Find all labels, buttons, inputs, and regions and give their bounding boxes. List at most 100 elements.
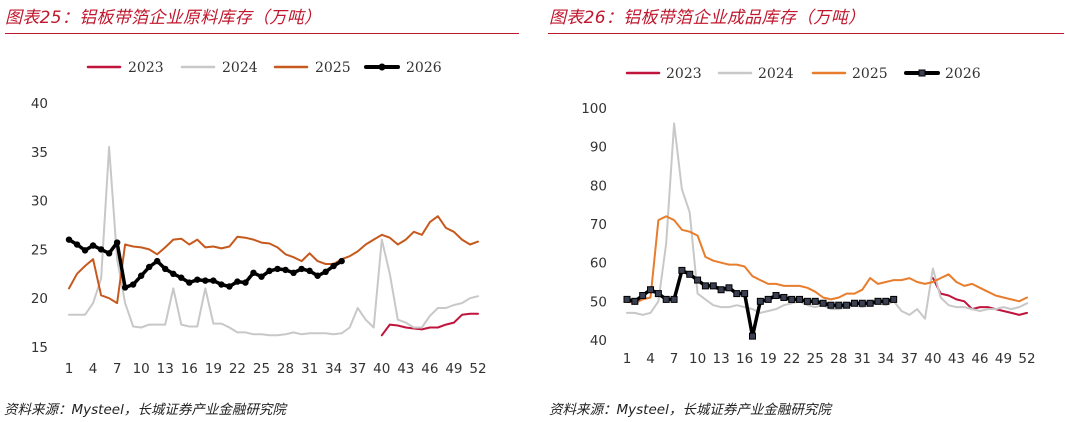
legend-marker	[378, 63, 386, 71]
data-point-2026	[89, 242, 97, 249]
data-point-2026	[678, 266, 686, 274]
data-point-2026	[890, 295, 898, 303]
data-point-2026	[882, 297, 890, 305]
data-point-2026	[709, 282, 717, 290]
chart-source: 资料来源：Mysteel，长城证券产业金融研究院	[549, 402, 831, 418]
data-point-2026	[170, 270, 177, 277]
data-point-2026	[866, 299, 874, 307]
x-tick-label: 22	[783, 351, 800, 367]
data-point-2026	[803, 297, 811, 305]
x-tick-label: 10	[133, 361, 150, 377]
x-tick-label: 16	[736, 351, 753, 367]
data-point-2026	[97, 246, 105, 253]
data-point-2026	[113, 239, 121, 246]
data-point-2026	[186, 279, 193, 286]
x-tick-label: 7	[113, 361, 122, 377]
x-tick-label: 40	[373, 361, 390, 377]
data-point-2026	[137, 272, 145, 279]
series-line-2023	[931, 277, 1028, 316]
data-point-2026	[202, 277, 209, 284]
x-tick-label: 19	[760, 351, 777, 367]
legend-label: 2024	[222, 60, 258, 76]
data-point-2026	[662, 295, 670, 303]
data-point-2026	[162, 265, 169, 273]
x-tick-label: 28	[830, 351, 847, 367]
data-point-2026	[194, 276, 201, 283]
chart-panel-finished-goods: 图表26：铝板带箔企业成品库存（万吨） 40 50 60 70 80 90 100 1 4 7 10…	[543, 0, 1065, 422]
y-tick-label: 90	[590, 140, 607, 156]
y-tick-label: 40	[31, 96, 48, 112]
x-tick-label: 43	[948, 351, 965, 367]
legend-label: 2024	[758, 66, 794, 82]
legend-item-2025: 2025	[811, 66, 888, 82]
data-point-2026	[274, 265, 281, 273]
data-point-2026	[242, 279, 249, 286]
x-tick-label: 37	[901, 351, 918, 367]
data-point-2026	[756, 297, 764, 305]
x-tick-label: 34	[325, 361, 342, 377]
data-point-2026	[631, 297, 639, 305]
x-tick-label: 46	[421, 361, 438, 377]
x-tick-label: 22	[229, 361, 246, 377]
data-point-2026	[694, 276, 702, 284]
data-point-2026	[129, 281, 137, 288]
data-point-2026	[322, 268, 329, 276]
data-point-2026	[764, 295, 772, 303]
data-point-2026	[218, 281, 225, 288]
x-tick-label: 25	[253, 361, 270, 377]
x-tick-label: 34	[877, 351, 894, 367]
data-point-2026	[717, 286, 725, 294]
legend-label: 2023	[666, 66, 702, 82]
data-point-2026	[811, 297, 819, 305]
x-tick-label: 28	[277, 361, 294, 377]
x-tick-label: 7	[670, 351, 679, 367]
data-point-2026	[73, 241, 81, 248]
data-point-2026	[843, 301, 851, 309]
legend-item-2024: 2024	[180, 60, 258, 76]
data-point-2026	[298, 265, 305, 273]
y-tick-label: 20	[31, 291, 48, 307]
x-tick-label: 10	[689, 351, 706, 367]
data-point-2026	[780, 293, 788, 301]
data-point-2026	[788, 295, 796, 303]
legend-label: 2025	[852, 66, 888, 82]
x-tick-label: 52	[469, 361, 486, 377]
data-point-2026	[266, 267, 273, 275]
legend-label: 2025	[315, 60, 351, 76]
data-point-2026	[686, 270, 694, 278]
data-point-2026	[226, 283, 233, 290]
x-tick-label: 13	[157, 361, 174, 377]
data-point-2026	[654, 290, 662, 298]
x-tick-label: 1	[623, 351, 632, 367]
legend-item-2025: 2025	[273, 60, 351, 76]
data-point-2026	[338, 257, 345, 265]
data-point-2026	[330, 262, 337, 270]
data-point-2026	[282, 266, 289, 274]
x-tick-label: 40	[924, 351, 941, 367]
data-point-2026	[154, 257, 161, 265]
data-point-2026	[741, 290, 749, 298]
legend-label: 2026	[406, 60, 442, 76]
data-point-2026	[65, 236, 73, 243]
y-tick-label: 30	[31, 194, 48, 210]
x-tick-label: 4	[89, 361, 98, 377]
y-tick-label: 35	[31, 145, 48, 161]
data-point-2026	[874, 297, 882, 305]
data-point-2026	[858, 299, 866, 307]
y-tick-label: 100	[581, 101, 607, 117]
x-tick-label: 19	[205, 361, 222, 377]
data-point-2026	[850, 299, 858, 307]
x-tick-label: 43	[397, 361, 414, 377]
chart-title: 图表25：铝板带箔企业原料库存（万吨）	[5, 8, 322, 28]
legend-label: 2026	[945, 66, 981, 82]
data-point-2026	[733, 290, 741, 298]
data-point-2026	[121, 284, 129, 291]
data-point-2026	[314, 272, 321, 279]
data-point-2026	[306, 267, 313, 275]
legend-item-2023: 2023	[625, 66, 702, 82]
data-point-2026	[819, 299, 827, 307]
series-line-2023	[380, 312, 479, 337]
title-divider	[5, 33, 519, 34]
y-tick-label: 15	[31, 340, 48, 356]
